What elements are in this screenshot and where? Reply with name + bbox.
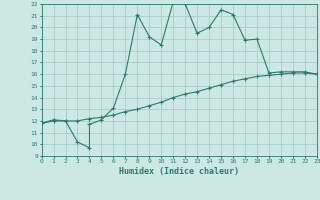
- X-axis label: Humidex (Indice chaleur): Humidex (Indice chaleur): [119, 167, 239, 176]
